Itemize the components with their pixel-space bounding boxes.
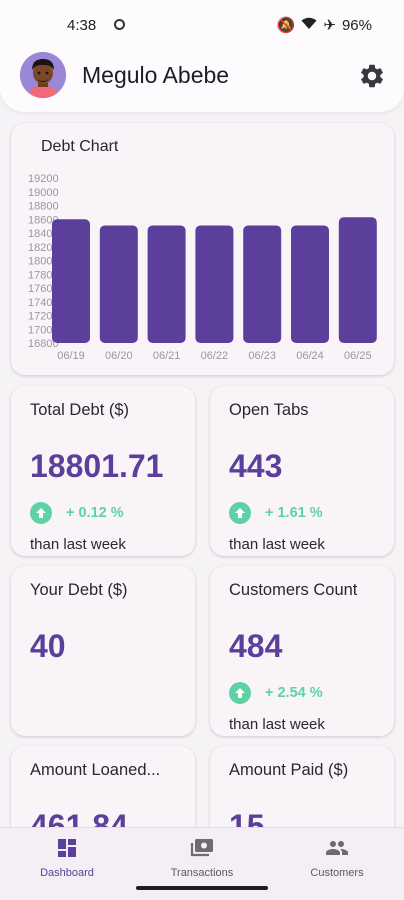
y-tick-label: 17200 [28,311,59,323]
customers-icon [326,841,348,855]
gear-icon[interactable] [358,62,386,90]
change-percent: + 0.12 % [66,505,124,521]
y-tick-label: 17600 [28,283,59,295]
chart-bar[interactable] [147,225,186,343]
card-change: + 1.61 % [229,502,323,524]
status-bar: 4:38 🔕 ✈ 96% [0,0,404,50]
chart-bar[interactable] [243,225,282,343]
status-notification-icon [114,19,125,30]
change-percent: + 1.61 % [265,505,323,521]
avatar[interactable] [20,52,66,98]
y-tick-label: 17000 [28,324,59,336]
card-value: 18801.71 [30,448,164,484]
chart-bar[interactable] [338,217,377,343]
status-time: 4:38 [67,17,97,34]
y-tick-label: 19000 [28,187,59,199]
y-tick-label: 16800 [28,338,59,350]
app-header: Megulo Abebe [0,0,404,112]
card-value: 484 [229,628,283,664]
home-indicator [136,886,268,890]
chart-bar[interactable] [195,225,234,343]
debt-chart-card: Debt Chart 16800 17000 17200 17400 17600 1780… [11,123,394,375]
your-debt-card[interactable]: Your Debt ($) 40 [11,566,195,736]
card-title: Customers Count [229,581,358,599]
y-tick-label: 18200 [28,242,59,254]
nav-transactions[interactable]: Transactions [135,836,269,879]
x-tick-label: 06/19 [57,350,85,362]
card-title: Total Debt ($) [30,401,130,419]
x-tick-label: 06/25 [344,350,372,362]
card-value: 40 [30,628,66,664]
card-title: Amount Loaned... [30,761,161,779]
nav-label: Dashboard [40,867,94,879]
nav-label: Transactions [170,867,234,879]
x-tick-label: 06/23 [248,350,276,362]
chart-bar[interactable] [99,225,138,343]
battery-text: 96% [341,16,372,34]
customers-count-card[interactable]: Customers Count 484 + 2.54 % than last w… [210,566,394,736]
status-icons: 🔕 ✈ 96% [276,16,372,35]
x-tick-label: 06/20 [105,350,133,362]
card-title: Open Tabs [229,401,309,419]
change-caption: than last week [30,536,126,553]
transactions-icon [190,839,213,857]
wifi-icon [301,17,317,34]
dashboard-icon [58,839,76,857]
total-debt-card[interactable]: Total Debt ($) 18801.71 + 0.12 % than la… [11,386,195,556]
airplane-icon: ✈ [323,17,336,34]
y-tick-label: 18000 [28,256,59,268]
user-name: Megulo Abebe [82,62,230,88]
arrow-up-icon [30,502,52,524]
change-percent: + 2.54 % [265,685,323,701]
y-tick-label: 18400 [28,228,59,240]
y-tick-label: 17800 [28,269,59,281]
y-tick-label: 18800 [28,201,59,213]
card-change: + 2.54 % [229,682,323,704]
x-tick-label: 06/22 [201,350,229,362]
nav-customers[interactable]: Customers [270,836,404,879]
y-tick-label: 17400 [28,297,59,309]
card-title: Your Debt ($) [30,581,128,599]
change-caption: than last week [229,716,325,733]
y-tick-label: 18600 [28,214,59,226]
nav-label: Customers [310,867,364,879]
x-tick-label: 06/24 [296,350,324,362]
arrow-up-icon [229,682,251,704]
card-value: 443 [229,448,283,484]
chart-bar[interactable] [291,225,329,343]
chart-title: Debt Chart [41,138,119,155]
open-tabs-card[interactable]: Open Tabs 443 + 1.61 % than last week [210,386,394,556]
change-caption: than last week [229,536,325,553]
y-tick-label: 19200 [28,173,59,185]
card-change: + 0.12 % [30,502,124,524]
x-tick-label: 06/21 [153,350,181,362]
chart-bar[interactable] [52,219,90,343]
mute-icon: 🔕 [276,17,296,34]
card-title: Amount Paid ($) [229,761,349,779]
arrow-up-icon [229,502,251,524]
nav-dashboard[interactable]: Dashboard [0,836,134,879]
